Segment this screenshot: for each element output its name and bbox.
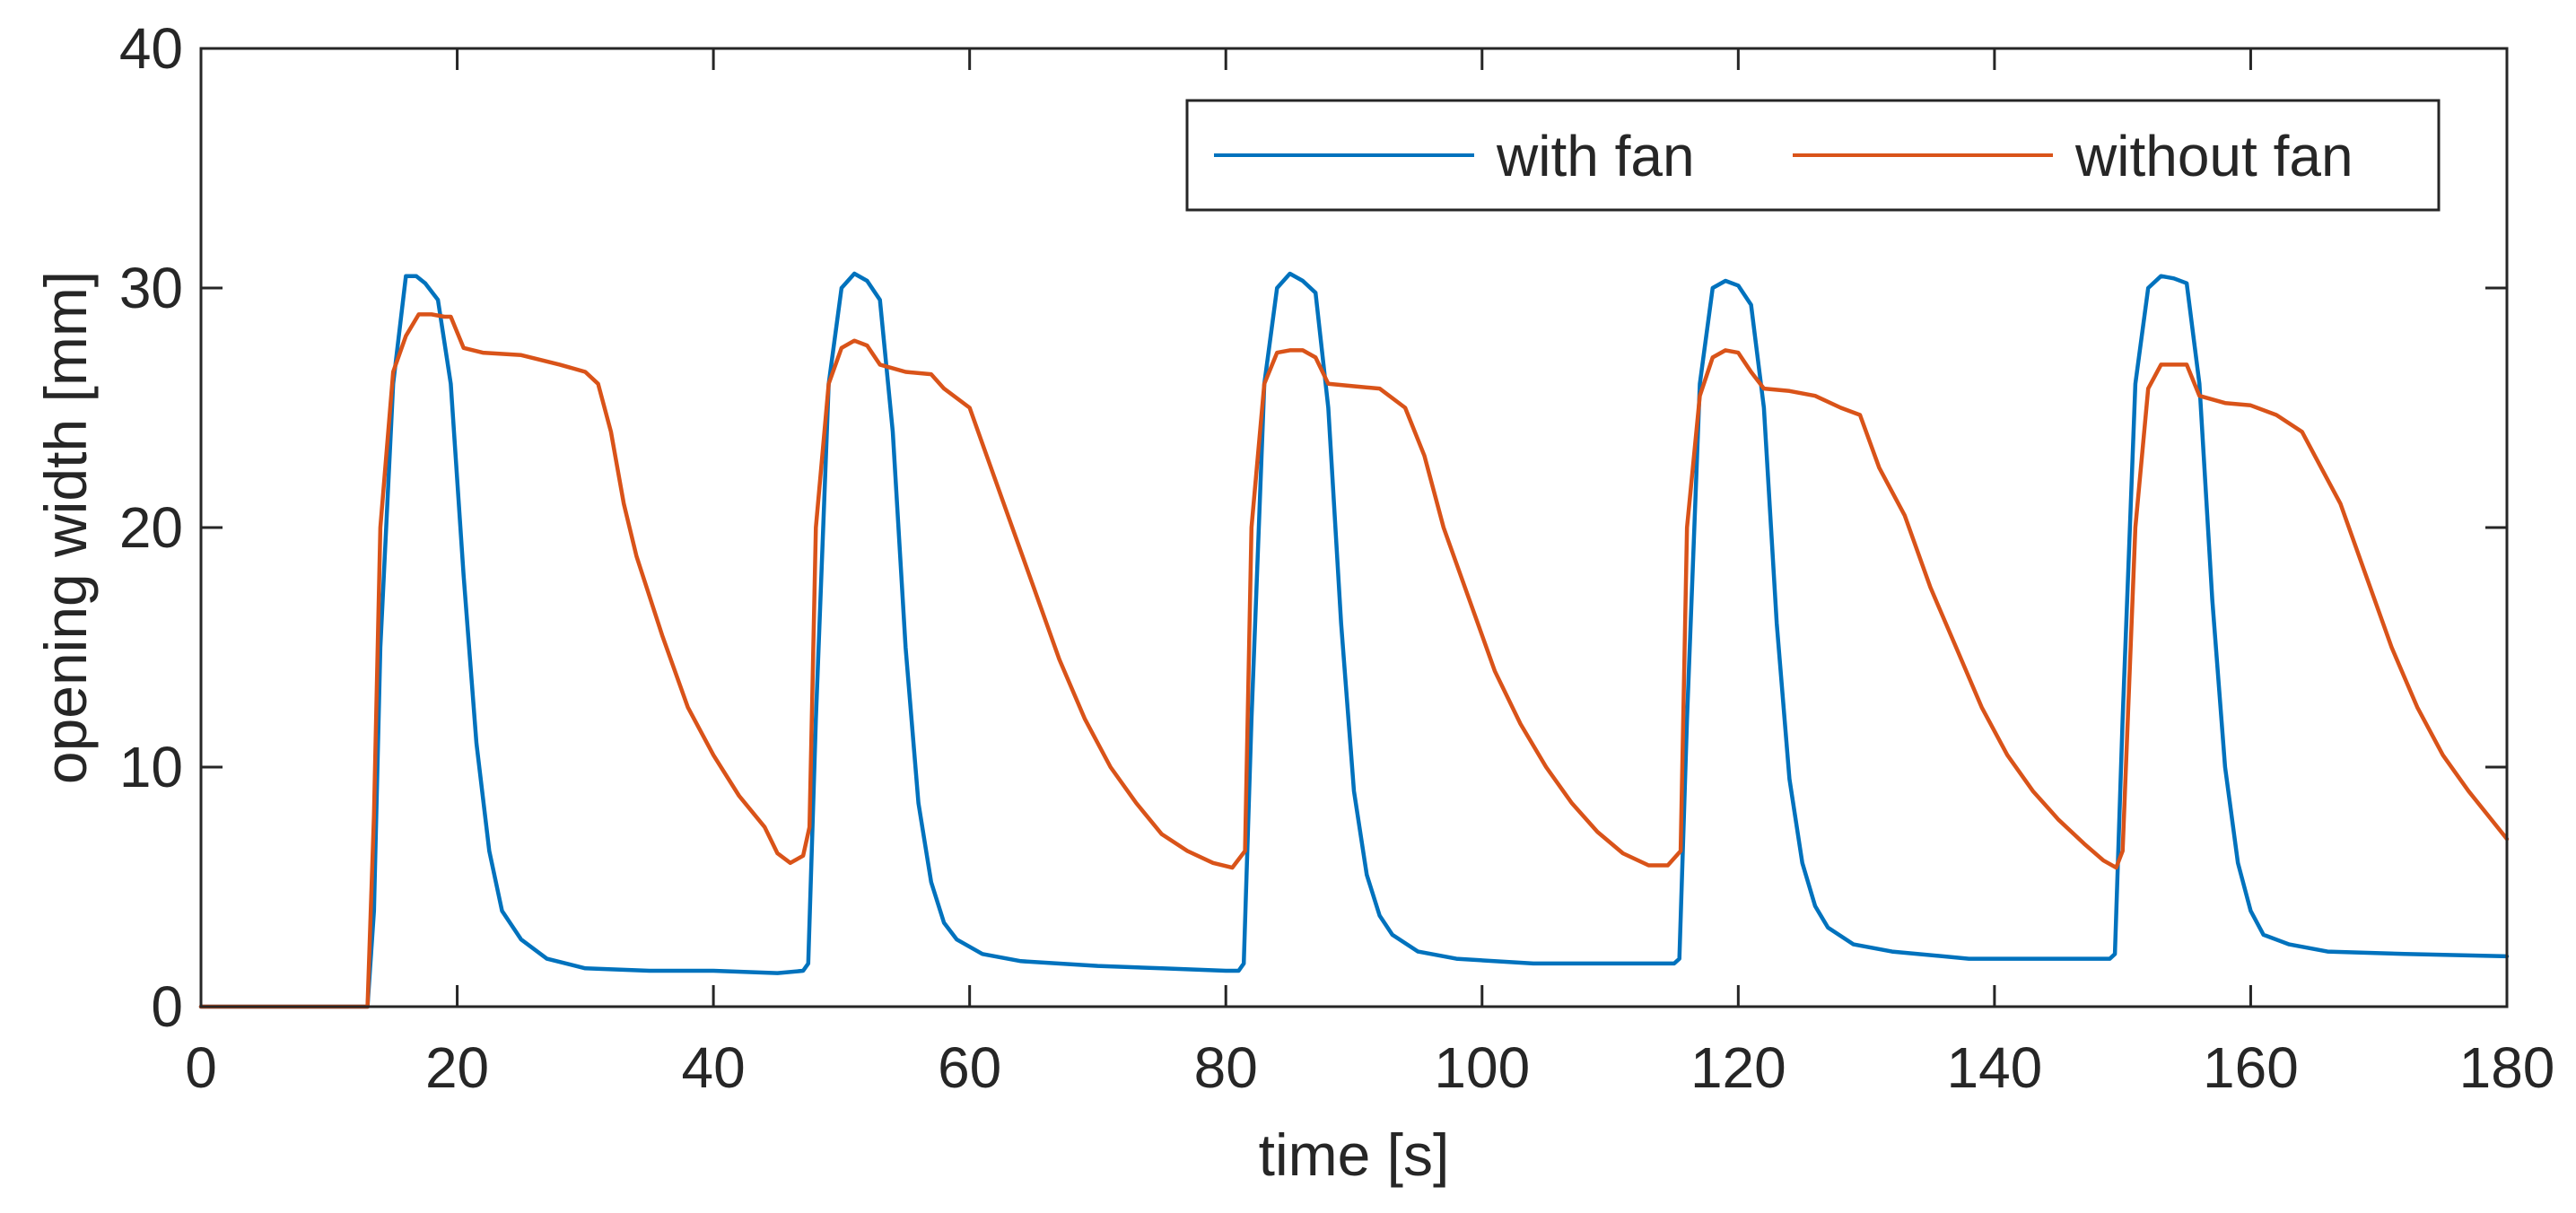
legend-label-with-fan: with fan <box>1496 124 1695 188</box>
ticks-layer: 0 20 40 60 80 100 120 140 160 180 0 10 20 30 40 <box>119 16 2555 1100</box>
x-tick-label: 160 <box>2203 1035 2299 1100</box>
x-axis-label: time [s] <box>1259 1121 1450 1188</box>
y-tick-label: 10 <box>119 735 183 799</box>
y-axis-label: opening width [mm] <box>32 271 99 784</box>
y-tick-label: 0 <box>151 974 183 1039</box>
series-line-without-fan <box>198 312 2510 1009</box>
y-tick-label: 40 <box>119 16 183 81</box>
x-tick-label: 20 <box>425 1035 489 1100</box>
y-tick-label: 20 <box>119 495 183 560</box>
series-layer <box>198 271 2510 1009</box>
series-line-with-fan <box>198 271 2510 1009</box>
x-tick-label: 40 <box>682 1035 746 1100</box>
x-tick-label: 100 <box>1434 1035 1530 1100</box>
x-tick-label: 180 <box>2459 1035 2555 1100</box>
x-tick-label: 0 <box>185 1035 217 1100</box>
x-tick-label: 60 <box>938 1035 1001 1100</box>
legend: with fan without fan <box>1185 99 2441 212</box>
x-tick-label: 80 <box>1194 1035 1258 1100</box>
y-tick-label: 30 <box>119 256 183 320</box>
x-tick-label: 120 <box>1690 1035 1786 1100</box>
x-tick-label: 140 <box>1946 1035 2042 1100</box>
legend-label-without-fan: without fan <box>2074 124 2353 188</box>
